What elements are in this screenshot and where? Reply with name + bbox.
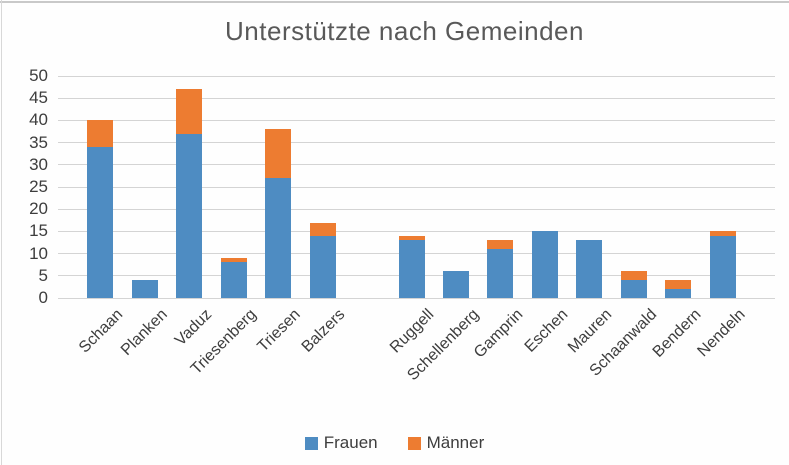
y-tick-label: 0 [38,288,48,307]
legend-item-frauen: Frauen [304,433,378,453]
x-axis-label: Balzers [298,306,349,356]
bar-segment-maenner [709,231,736,236]
bar-group [176,89,203,298]
x-axis-label: Bendern [649,306,705,361]
x-axis-label: Schaan [75,306,127,357]
scan-edge-top [0,1,789,3]
gridline [58,230,775,232]
x-axis-label: Planken [117,306,171,359]
legend-label-maenner: Männer [426,433,485,452]
x-axis-label: Nendeln [694,306,749,361]
bar-segment-maenner [398,235,425,241]
legend-label-frauen: Frauen [323,433,378,452]
bar-segment-maenner [665,280,692,290]
legend-swatch-maenner [407,436,421,450]
legend-swatch-frauen [304,436,318,450]
bar-group [531,231,558,298]
bar-group [131,280,158,298]
y-tick-label: 40 [29,110,48,130]
category-slot: Triesen [255,76,304,355]
bar-segment-frauen [709,235,736,298]
plot-area: Schaan Planken Vaduz Triesenberg Triesen Balz… [58,75,775,384]
bar-segment-frauen [87,147,114,298]
category-slot: Schellenberg [404,76,482,384]
category-slot: Eschen [521,76,571,356]
y-tick-label: 25 [29,177,48,196]
gridline [58,97,775,99]
bar-group [442,271,469,298]
gridline [58,142,775,144]
bar-segment-frauen [576,240,603,298]
bar-group [487,240,514,298]
bar-segment-frauen [220,262,247,298]
bar-segment-frauen [665,289,692,298]
x-axis-label: Triesen [254,306,305,356]
bar-segment-frauen [131,280,158,298]
category-gap [345,76,389,298]
y-tick-label: 20 [29,199,48,219]
bar-group [220,258,247,298]
category-slot: Mauren [565,76,615,356]
bar-group [398,235,425,298]
category-slot: Vaduz [167,76,215,349]
category-slot: Ruggell [387,76,438,356]
y-tick-label: 50 [29,66,48,85]
bar-group [576,240,603,298]
bar-segment-maenner [176,89,203,134]
bar-segment-maenner [87,120,114,148]
gridline [58,186,775,188]
bar-segment-maenner [220,258,247,263]
bar-group [265,129,292,298]
y-tick-label: 15 [29,221,48,241]
bars-row: Schaan Planken Vaduz Triesenberg Triesen Balz… [76,76,749,384]
bar-segment-maenner [309,222,336,236]
y-axis: 0 5 10 15 20 25 30 35 40 45 50 [0,66,48,307]
bar-segment-maenner [265,129,292,179]
bar-group [309,222,336,298]
bar-segment-frauen [442,271,469,298]
y-tick-label: 30 [29,154,48,174]
category-slot: Nendeln [695,76,749,360]
bar-segment-frauen [176,133,203,298]
y-tick-label: 10 [29,243,48,263]
gridline [58,75,775,77]
legend: Frauen Männer [0,433,789,453]
bar-segment-frauen [487,249,514,298]
y-tick-label: 5 [38,265,48,285]
bar-segment-maenner [620,271,647,281]
bar-group [87,120,114,298]
gridline [58,208,775,210]
bar-group [665,280,692,298]
category-slot: Schaan [76,76,126,356]
x-axis-label: Eschen [521,306,571,356]
category-slot: Schaanwald [586,76,660,380]
gridline [58,297,775,299]
bar-segment-maenner [487,240,514,250]
bar-group [620,271,647,298]
scan-edge-left [1,0,2,465]
y-tick-label: 35 [29,132,48,152]
bar-segment-frauen [531,231,558,298]
y-tick-label: 45 [29,88,48,108]
category-slot: Bendern [650,76,704,361]
category-slot: Gamprin [471,76,526,361]
gridline [58,119,775,121]
category-slot: Balzers [299,76,349,356]
bar-segment-frauen [398,240,425,298]
category-slot: Planken [118,76,171,359]
category-slot: Triesenberg [188,76,260,378]
bar-group [709,231,736,298]
bar-segment-frauen [620,280,647,298]
bar-segment-frauen [309,235,336,298]
legend-item-maenner: Männer [407,433,485,453]
chart-title: Unterstützte nach Gemeinden [225,16,584,46]
gridline [58,164,775,166]
bar-segment-frauen [265,178,292,298]
